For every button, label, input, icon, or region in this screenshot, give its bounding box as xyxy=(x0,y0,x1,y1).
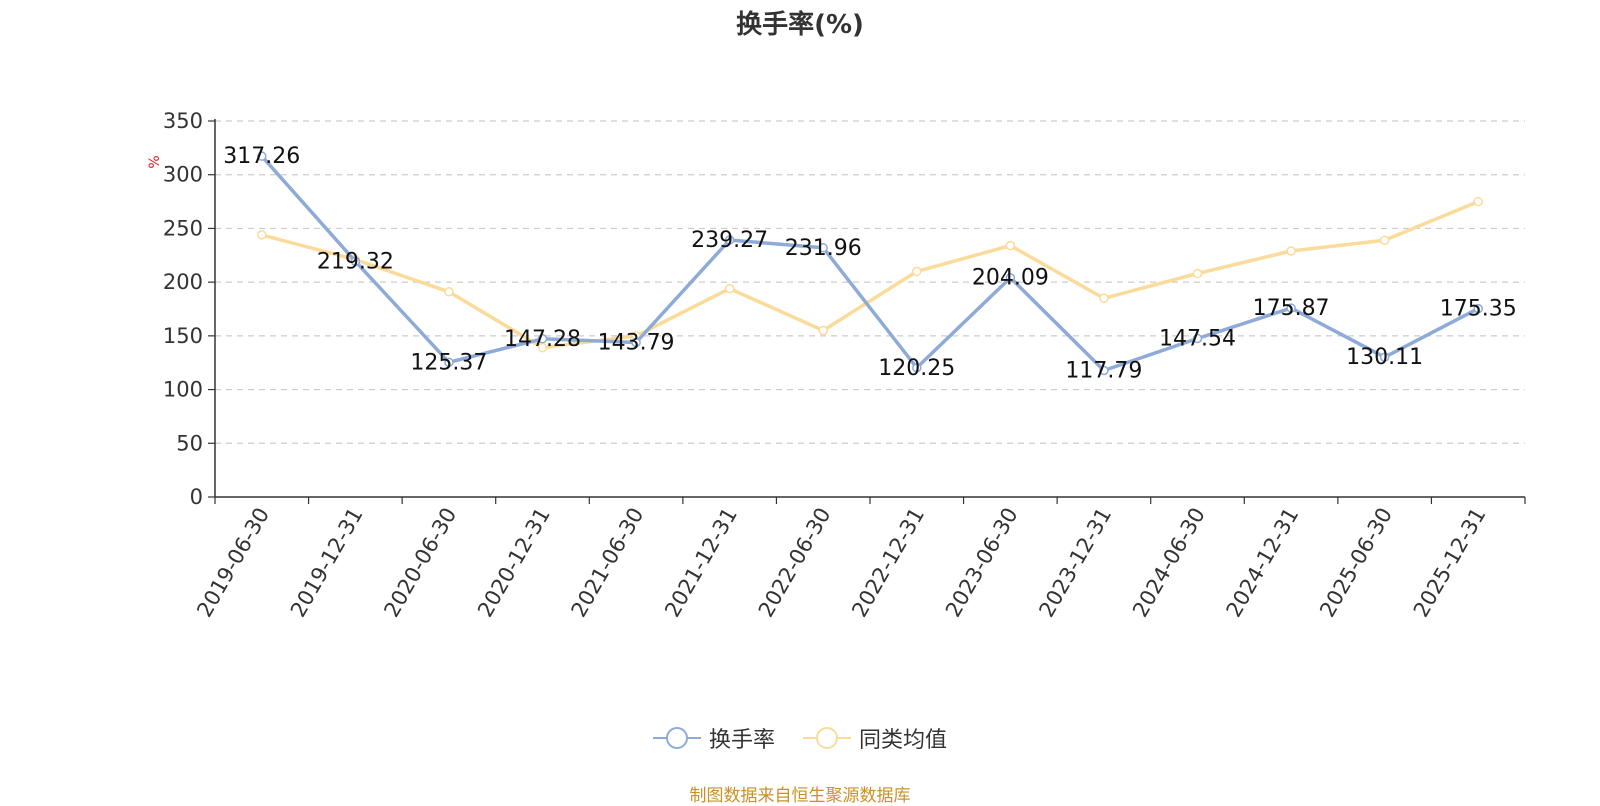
series-0-point-13 xyxy=(1473,303,1483,314)
data-label-8: 204.09 xyxy=(972,266,1049,291)
series-line-0 xyxy=(260,155,1480,373)
series-0-point-9 xyxy=(1099,365,1109,376)
series-1-point-9 xyxy=(1099,293,1109,304)
series-1-point-13 xyxy=(1473,196,1483,207)
legend-label-turnover: 换手率 xyxy=(708,728,775,753)
legend: 换手率 同类均值 xyxy=(0,722,1600,754)
x-tick-label-2019-06-30: 2019-06-30 xyxy=(192,504,274,622)
series-lines xyxy=(257,151,1483,376)
series-1-point-5 xyxy=(724,283,735,294)
y-tick-label-250: 250 xyxy=(163,216,203,240)
series-0-point-4 xyxy=(631,337,641,348)
series-0-point-7 xyxy=(912,363,922,373)
data-labels: 317.26 219.32 125.37 147.28 143.79 239.27 231.… xyxy=(223,144,1516,383)
series-0-point-11 xyxy=(1286,303,1296,313)
data-label-2: 125.37 xyxy=(410,350,487,375)
y-tick-label-200: 200 xyxy=(163,270,203,294)
data-label-9: 117.79 xyxy=(1065,358,1142,383)
series-0-point-10 xyxy=(1192,333,1203,344)
series-0-point-0 xyxy=(257,151,267,161)
series-1-point-2 xyxy=(444,287,454,297)
legend-item-peer-average[interactable]: 同类均值 xyxy=(803,722,947,754)
legend-item-turnover[interactable]: 换手率 xyxy=(652,722,775,754)
data-label-10: 147.54 xyxy=(1159,326,1236,351)
series-1-point-11 xyxy=(1286,246,1296,256)
data-label-1: 219.32 xyxy=(317,249,394,274)
data-label-4: 143.79 xyxy=(598,331,675,356)
y-axis-unit-label: % xyxy=(147,155,163,168)
series-1-point-7 xyxy=(912,266,922,277)
x-tick-label-2025-12-31: 2025-12-31 xyxy=(1409,504,1491,622)
data-label-3: 147.28 xyxy=(504,327,581,352)
series-0-point-8 xyxy=(1005,272,1016,283)
x-tick-label-2024-06-30: 2024-06-30 xyxy=(1128,504,1210,622)
data-label-12: 130.11 xyxy=(1346,345,1423,370)
series-1-point-6 xyxy=(818,325,828,336)
series-0-point-5 xyxy=(724,235,735,245)
series-1-point-8 xyxy=(1005,240,1016,251)
series-0-point-6 xyxy=(818,243,828,253)
x-tick-label-2024-12-31: 2024-12-31 xyxy=(1222,504,1304,622)
series-0-point-1 xyxy=(350,256,361,267)
x-tick-label-2023-12-31: 2023-12-31 xyxy=(1034,504,1116,622)
x-tick-label-2019-12-31: 2019-12-31 xyxy=(286,504,368,622)
x-tick-label-2021-12-31: 2021-12-31 xyxy=(660,504,742,622)
y-tick-label-100: 100 xyxy=(163,378,203,402)
chart-title: 换手率(%) xyxy=(736,10,864,40)
series-1-point-12 xyxy=(1379,235,1390,245)
series-0-point-2 xyxy=(444,357,454,368)
y-tick-label-150: 150 xyxy=(163,324,203,348)
x-tick-label-2021-06-30: 2021-06-30 xyxy=(567,504,649,622)
x-tick-label-2020-12-31: 2020-12-31 xyxy=(473,504,555,622)
data-label-13: 175.35 xyxy=(1440,297,1517,322)
y-tick-label-0: 0 xyxy=(190,485,203,509)
series-1-point-0 xyxy=(257,230,267,240)
data-label-11: 175.87 xyxy=(1253,296,1330,321)
legend-turnover-icon xyxy=(652,727,701,749)
data-label-0: 317.26 xyxy=(223,144,300,169)
data-label-7: 120.25 xyxy=(878,356,955,381)
source-note: 制图数据来自恒生聚源数据库 xyxy=(689,786,911,806)
x-tick-label-2020-06-30: 2020-06-30 xyxy=(379,504,461,622)
series-line-1 xyxy=(261,199,1479,350)
legend-peer-average-icon xyxy=(803,727,851,749)
y-tick-label-350: 350 xyxy=(163,109,203,133)
data-label-6: 231.96 xyxy=(785,236,862,261)
x-tick-label-2025-06-30: 2025-06-30 xyxy=(1315,504,1397,622)
series-1-point-10 xyxy=(1192,268,1203,279)
series-1-point-3 xyxy=(537,342,548,353)
x-tick-label-2022-12-31: 2022-12-31 xyxy=(847,504,929,622)
data-label-5: 239.27 xyxy=(691,228,768,253)
legend-label-peer-average: 同类均值 xyxy=(859,728,948,753)
series-0-point-3 xyxy=(537,334,548,344)
x-tick-label-2022-06-30: 2022-06-30 xyxy=(754,504,836,622)
y-tick-label-50: 50 xyxy=(176,431,203,455)
x-tick-label-2023-06-30: 2023-06-30 xyxy=(941,504,1023,622)
axes: 0 50 100 150 200 250 300 350% 2019-06-30 2019-12-… xyxy=(147,109,1526,622)
y-tick-label-300: 300 xyxy=(163,163,203,187)
grid-lines xyxy=(215,120,1525,444)
series-0-point-12 xyxy=(1379,352,1390,362)
